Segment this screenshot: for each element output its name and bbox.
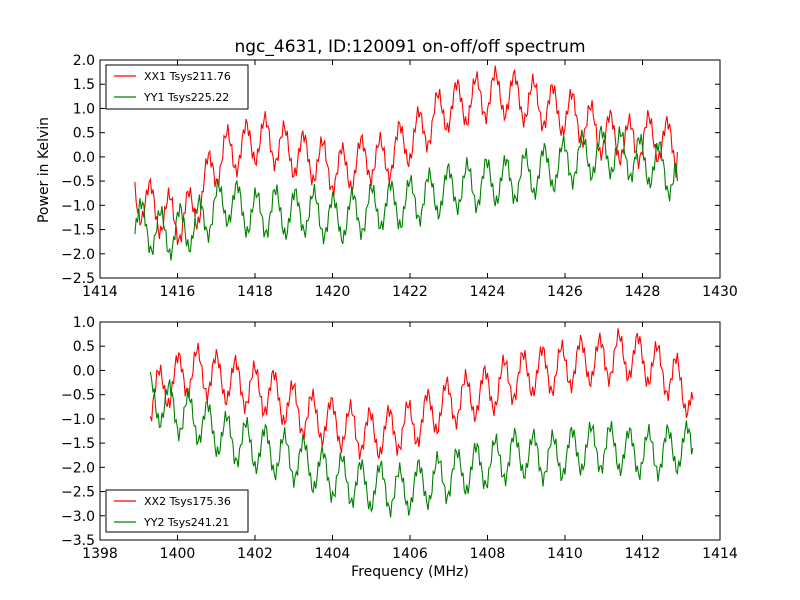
y-tick-label: 1.5 (73, 77, 95, 93)
y-tick-label: −2.0 (61, 247, 95, 263)
x-tick-label: 1418 (237, 284, 273, 300)
plot-frame (99, 59, 721, 279)
x-tick-label: 1412 (625, 546, 661, 562)
y-tick-label: −0.5 (61, 174, 95, 190)
y-tick-label: −2.5 (61, 271, 95, 287)
y-tick-label: 0.0 (73, 150, 95, 166)
y-tick-label: −1.5 (61, 223, 95, 239)
legend-label: YY1 Tsys225.22 (143, 91, 229, 104)
y-tick-label: 1.0 (73, 315, 95, 331)
legend: XX2 Tsys175.36 YY2 Tsys241.21 (105, 489, 249, 533)
x-tick-label: 1408 (470, 546, 506, 562)
y-tick-label: 1.0 (73, 101, 95, 117)
y-tick-label: 0.5 (73, 126, 95, 142)
y-tick-label: 0.5 (73, 339, 95, 355)
legend-box (105, 64, 249, 110)
y-tick-label: −1.0 (61, 198, 95, 214)
y-tick-label: −1.5 (61, 436, 95, 452)
y-tick-label: −2.5 (61, 485, 95, 501)
series-line (149, 328, 694, 460)
bottom-panel: 1398 1400 1402 1404 1406 1408 1410 1412 1414 1.0 0… (61, 315, 738, 562)
y-tick-label: 2.0 (73, 53, 95, 69)
legend: XX1 Tsys211.76 YY1 Tsys225.22 (105, 64, 249, 110)
x-tick-label: 1426 (547, 284, 583, 300)
x-tick-label: 1420 (315, 284, 351, 300)
x-tick-label: 1430 (702, 284, 738, 300)
x-tick-label: 1416 (160, 284, 196, 300)
y-tick-label: −3.5 (61, 533, 95, 549)
x-tick-label: 1428 (625, 284, 661, 300)
series-line (149, 371, 694, 518)
x-tick-label: 1410 (547, 546, 583, 562)
y-tick-label: −1.0 (61, 412, 95, 428)
x-tick-label: 1402 (237, 546, 273, 562)
legend-label: XX2 Tsys175.36 (144, 495, 231, 508)
legend-box (105, 489, 249, 533)
x-tick-label: 1424 (470, 284, 506, 300)
x-tick-label: 1404 (315, 546, 351, 562)
x-tick-label: 1406 (392, 546, 428, 562)
legend-label: XX1 Tsys211.76 (144, 70, 231, 83)
figure-title: ngc_4631, ID:120091 on-off/off spectrum (234, 37, 585, 57)
series-line (134, 65, 678, 246)
y-tick-label: 0.0 (73, 363, 95, 379)
y-tick-label: −2.0 (61, 460, 95, 476)
series-line (134, 125, 678, 261)
x-axis-label: Frequency (MHz) (351, 564, 469, 580)
x-tick-label: 1414 (82, 284, 118, 300)
y-tick-label: −0.5 (61, 388, 95, 404)
x-tick-label: 1400 (160, 546, 196, 562)
legend-label: YY2 Tsys241.21 (143, 516, 229, 529)
plot-frame (99, 321, 721, 541)
x-tick-label: 1422 (392, 284, 428, 300)
x-tick-label: 1398 (82, 546, 118, 562)
y-axis-label: Power in Kelvin (36, 117, 52, 223)
top-panel: 1414 1416 1418 1420 1422 1424 1426 1428 1430 2.0 1… (61, 53, 738, 300)
x-tick-label: 1414 (702, 546, 738, 562)
y-tick-label: −3.0 (61, 509, 95, 525)
